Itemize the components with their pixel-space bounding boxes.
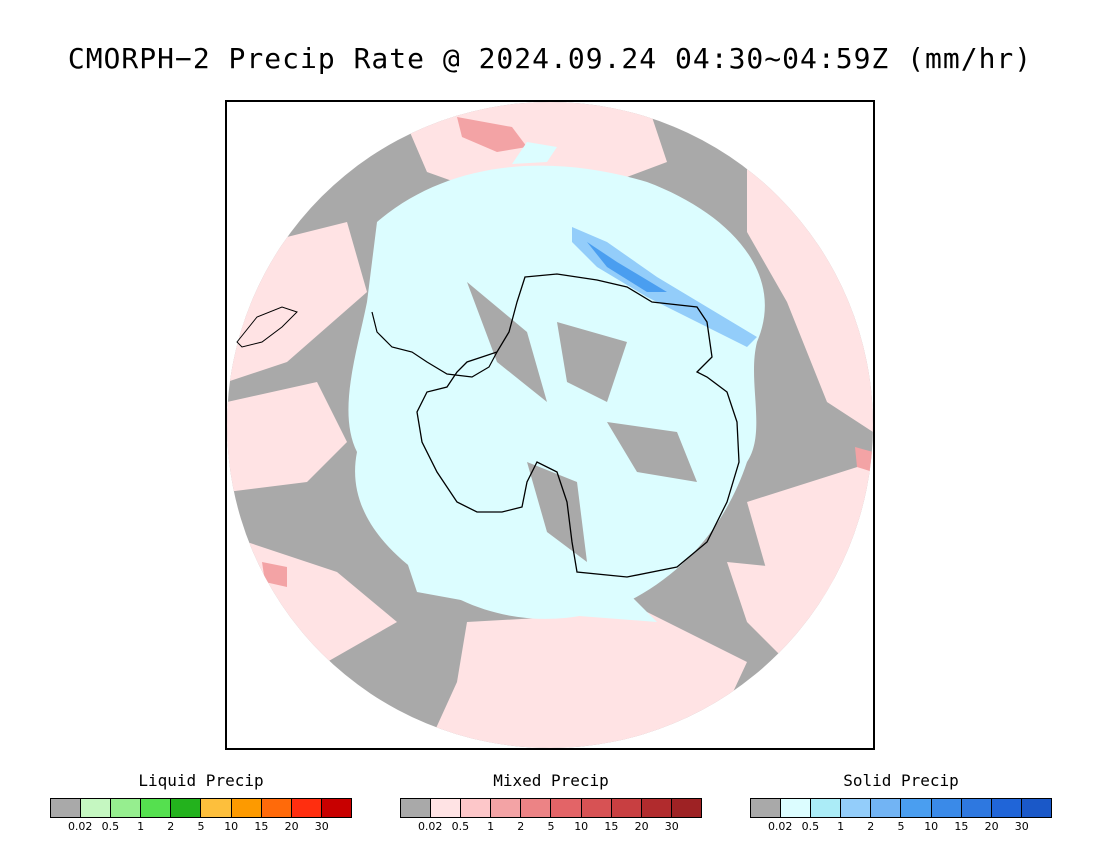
tick-label: 10 (924, 820, 939, 833)
color-bar (400, 798, 702, 818)
legend-swatch (551, 799, 582, 817)
tick-label: 1 (137, 820, 145, 833)
legend-swatch (931, 799, 962, 817)
legend-swatch (231, 799, 262, 817)
tick-label: 15 (604, 820, 619, 833)
legend-swatch (611, 799, 642, 817)
solid-precip-region (512, 142, 557, 164)
legend-swatch (171, 799, 202, 817)
solid-precip-region (377, 482, 487, 542)
legend-swatch (641, 799, 672, 817)
legend-swatch (751, 799, 782, 817)
mixed-precip-spot (457, 117, 527, 152)
mixed-precip-spot (262, 562, 287, 587)
mixed-precip-spot (855, 447, 873, 472)
tick-label: 10 (574, 820, 589, 833)
legend-swatch (991, 799, 1022, 817)
antarctic-peninsula-coastline (371, 311, 498, 378)
tick-label: 0.5 (451, 820, 470, 833)
legend-swatch (201, 799, 232, 817)
color-bar (50, 798, 352, 818)
legend-swatch (521, 799, 552, 817)
tick-label: 2 (867, 820, 875, 833)
tick-label: 0.5 (101, 820, 120, 833)
legend-liquid-precip: Liquid Precip 0.02 0.5 1 2 5 10 15 20 30 (50, 770, 352, 834)
legend-swatch (431, 799, 462, 817)
mixed-precip-region (427, 612, 747, 748)
tick-label: 5 (547, 820, 555, 833)
tick-label: 15 (954, 820, 969, 833)
legend-swatch (1021, 799, 1051, 817)
tick-label: 0.02 (767, 820, 793, 833)
legend-swatch (81, 799, 112, 817)
tick-label: 20 (634, 820, 649, 833)
tick-label: 0.02 (417, 820, 443, 833)
tick-label: 0.5 (801, 820, 820, 833)
legend-swatch (781, 799, 812, 817)
legend-swatch (901, 799, 932, 817)
legend-swatch (871, 799, 902, 817)
legend-swatch (321, 799, 351, 817)
legend-swatch (51, 799, 82, 817)
polar-precip-map (225, 100, 875, 750)
legend-swatch (261, 799, 292, 817)
tick-label: 10 (224, 820, 239, 833)
chart-title: CMORPH−2 Precip Rate @ 2024.09.24 04:30~… (67, 42, 1033, 75)
tick-label: 5 (897, 820, 905, 833)
dry-streak (557, 322, 627, 402)
precip-field (227, 102, 873, 748)
dry-streak (467, 282, 547, 402)
tick-label: 5 (197, 820, 205, 833)
legend-swatch (141, 799, 172, 817)
tick-label: 1 (837, 820, 845, 833)
dry-streak (607, 422, 697, 482)
solid-precip-region (407, 562, 657, 622)
antarctica-coastline (416, 273, 740, 578)
tick-label: 20 (984, 820, 999, 833)
tick-labels: 0.02 0.5 1 2 5 10 15 20 30 (400, 820, 702, 834)
tick-label: 2 (517, 820, 525, 833)
tick-label: 1 (487, 820, 495, 833)
legend-mixed-precip: Mixed Precip 0.02 0.5 1 2 5 10 15 20 30 (400, 770, 702, 834)
legend-swatch (961, 799, 992, 817)
tick-labels: 0.02 0.5 1 2 5 10 15 20 30 (50, 820, 352, 834)
tick-label: 0.02 (67, 820, 93, 833)
legend-swatch (811, 799, 842, 817)
mixed-precip-region (227, 382, 347, 492)
color-bar (750, 798, 1052, 818)
legend-swatch (111, 799, 142, 817)
tick-label: 20 (284, 820, 299, 833)
legend-swatch (291, 799, 322, 817)
tick-label: 30 (314, 820, 329, 833)
legend-swatch (461, 799, 492, 817)
south-america-coastline (236, 306, 298, 348)
legend-swatch (401, 799, 432, 817)
tick-label: 30 (1014, 820, 1029, 833)
tick-label: 15 (254, 820, 269, 833)
legend-swatch (581, 799, 612, 817)
legend-swatch (671, 799, 701, 817)
tick-labels: 0.02 0.5 1 2 5 10 15 20 30 (750, 820, 1052, 834)
legend-title: Solid Precip (843, 771, 959, 790)
legend-solid-precip: Solid Precip 0.02 0.5 1 2 5 10 15 20 30 (750, 770, 1052, 834)
tick-label: 2 (167, 820, 175, 833)
legend-title: Mixed Precip (493, 771, 609, 790)
legend-swatch (841, 799, 872, 817)
solid-precip-band (572, 227, 757, 347)
map-canvas (227, 102, 873, 748)
legend-swatch (491, 799, 522, 817)
legend-title: Liquid Precip (138, 771, 264, 790)
tick-label: 30 (664, 820, 679, 833)
